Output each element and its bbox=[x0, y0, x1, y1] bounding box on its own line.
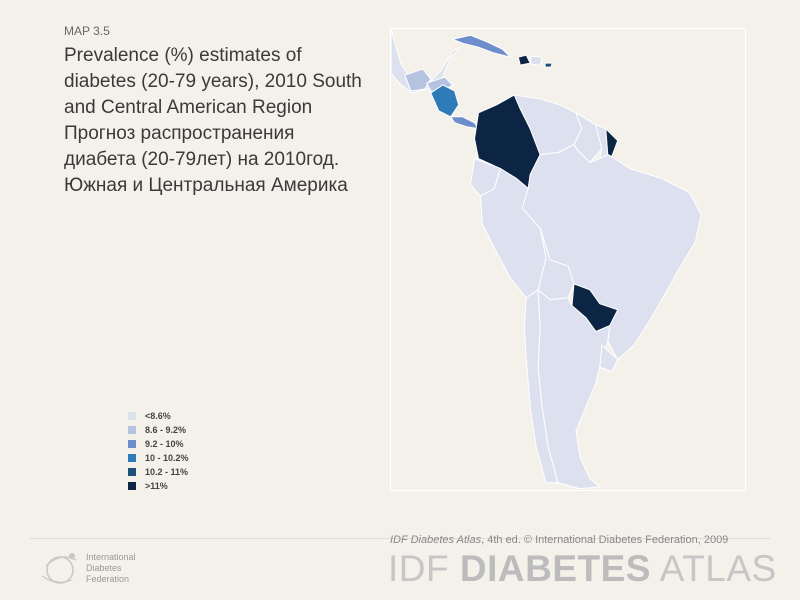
legend-label: 10 - 10.2% bbox=[145, 453, 189, 463]
org-line: International bbox=[86, 552, 136, 562]
credit-line: IDF Diabetes Atlas, 4th ed. © Internatio… bbox=[390, 534, 728, 546]
brand-suffix: ATLAS bbox=[650, 548, 777, 589]
legend-item: 9.2 - 10% bbox=[128, 437, 189, 451]
credit-title: IDF Diabetes Atlas bbox=[390, 534, 482, 546]
idf-logo-icon bbox=[41, 553, 77, 584]
legend-item: >11% bbox=[128, 479, 189, 493]
legend-item: <8.6% bbox=[128, 409, 189, 423]
legend-swatch bbox=[128, 440, 136, 448]
brand-prefix: IDF bbox=[388, 548, 460, 589]
region-haiti bbox=[517, 54, 531, 66]
region-nicaragua bbox=[430, 84, 460, 118]
legend-label: <8.6% bbox=[145, 411, 171, 421]
org-line: Diabetes bbox=[86, 563, 122, 573]
credit-rest: , 4th ed. © International Diabetes Feder… bbox=[481, 534, 729, 546]
region-dominican bbox=[529, 55, 543, 66]
legend-label: 8.6 - 9.2% bbox=[145, 425, 187, 435]
legend-item: 10 - 10.2% bbox=[128, 451, 189, 465]
region-argentina bbox=[537, 288, 611, 490]
region-uruguay bbox=[599, 344, 619, 372]
map-id: MAP 3.5 bbox=[64, 24, 110, 38]
region-french-guiana bbox=[605, 127, 619, 158]
map-frame bbox=[390, 28, 746, 491]
legend-swatch bbox=[128, 468, 136, 476]
map-svg bbox=[391, 29, 702, 490]
legend-label: 9.2 - 10% bbox=[145, 439, 184, 449]
brand-bold: DIABETES bbox=[459, 548, 651, 589]
footer-divider bbox=[30, 538, 770, 539]
map-legend: <8.6% 8.6 - 9.2% 9.2 - 10% 10 - 10.2% 10… bbox=[128, 409, 189, 493]
legend-swatch bbox=[128, 426, 136, 434]
legend-label: 10.2 - 11% bbox=[145, 467, 189, 477]
legend-item: 8.6 - 9.2% bbox=[128, 423, 189, 437]
region-cuba bbox=[450, 34, 512, 59]
legend-swatch bbox=[128, 482, 136, 490]
region-puerto-rico bbox=[544, 62, 553, 68]
org-name: International Diabetes Federation bbox=[86, 552, 136, 585]
legend-swatch bbox=[128, 412, 136, 420]
org-line: Federation bbox=[86, 574, 130, 584]
legend-swatch bbox=[128, 454, 136, 462]
brand-wordmark: IDF DIABETES ATLAS bbox=[388, 548, 777, 590]
region-panama bbox=[449, 116, 480, 130]
map-title: Prevalence (%) estimates of diabetes (20… bbox=[64, 45, 362, 196]
legend-label: >11% bbox=[145, 481, 168, 491]
legend-item: 10.2 - 11% bbox=[128, 465, 189, 479]
